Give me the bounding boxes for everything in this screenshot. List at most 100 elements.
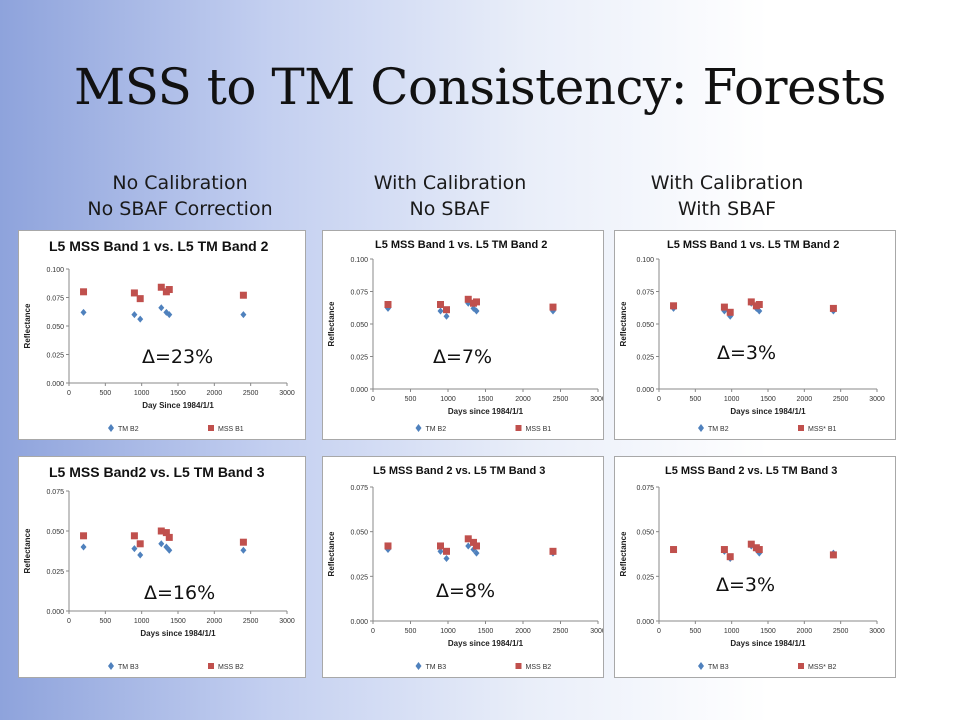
legend-marker-square — [798, 663, 804, 669]
column-header-with-calibration: With Calibration No SBAF — [315, 170, 585, 222]
chart-title: L5 MSS Band 2 vs. L5 TM Band 3 — [373, 465, 545, 477]
x-axis-label: Days since 1984/1/1 — [448, 407, 524, 416]
column-header-line1: With Calibration — [373, 172, 527, 194]
mss-data-point — [130, 532, 138, 540]
tm-data-point — [240, 546, 247, 554]
chart-title: L5 MSS Band 1 vs. L5 TM Band 2 — [49, 238, 269, 254]
x-tick-label: 0 — [67, 390, 71, 397]
y-tick-label: 0.000 — [46, 381, 64, 388]
mss-data-point — [829, 304, 837, 312]
scatter-chart-svg: L5 MSS Band 2 vs. L5 TM Band 3 0.000 0.025… — [619, 465, 885, 671]
legend-marker-diamond — [108, 424, 114, 432]
x-tick-label: 3000 — [590, 396, 603, 403]
y-tick-label: 0.000 — [350, 387, 368, 394]
x-tick-label: 500 — [689, 628, 701, 635]
mss-data-point — [384, 542, 392, 550]
column-header-line2: No SBAF — [409, 198, 491, 220]
x-tick-label: 2500 — [243, 618, 259, 625]
x-tick-label: 3000 — [590, 628, 603, 635]
x-tick-label: 2000 — [515, 396, 531, 403]
x-axis-label: Day Since 1984/1/1 — [142, 401, 214, 410]
mss-data-point — [747, 540, 755, 548]
tm-data-point — [80, 543, 87, 551]
y-tick-label: 0.025 — [46, 569, 64, 576]
x-tick-label: 2000 — [797, 628, 813, 635]
mss-data-point — [755, 301, 763, 308]
x-tick-label: 500 — [99, 618, 111, 625]
y-axis-label: Reflectance — [619, 531, 628, 576]
x-tick-label: 0 — [371, 628, 375, 635]
legend-label: MSS B1 — [218, 426, 244, 433]
chart-title: L5 MSS Band2 vs. L5 TM Band 3 — [49, 464, 265, 480]
mss-data-point — [80, 288, 88, 296]
mss-data-point — [162, 529, 170, 537]
delta-label: Δ=8% — [436, 580, 496, 602]
mss-data-point — [157, 283, 165, 291]
mss-data-point — [165, 533, 173, 541]
legend-marker-diamond — [415, 662, 422, 670]
y-tick-label: 0.025 — [636, 574, 654, 581]
legend-marker-diamond — [698, 424, 704, 432]
y-axis-label: Reflectance — [619, 301, 628, 346]
x-tick-label: 500 — [99, 390, 111, 397]
y-axis-label: Reflectance — [23, 303, 32, 348]
chart-panel-mss1-with-calibration: L5 MSS Band 1 vs. L5 TM Band 2 0.000 0.025… — [322, 230, 604, 440]
scatter-chart-svg: L5 MSS Band 1 vs. L5 TM Band 2 0.000 0.025… — [327, 239, 603, 433]
mss-data-point — [443, 306, 450, 314]
chart-panel-mss1-no-calibration: L5 MSS Band 1 vs. L5 TM Band 2 0.000 0.025… — [18, 230, 306, 440]
y-tick-label: 0.050 — [350, 530, 368, 537]
x-tick-label: 1000 — [724, 628, 740, 635]
y-tick-label: 0.025 — [350, 355, 368, 362]
tm-data-point — [437, 307, 444, 315]
legend-marker-square — [208, 425, 214, 431]
mss-data-point — [464, 535, 472, 543]
legend-label: MSS B2 — [218, 664, 244, 671]
legend-marker-square — [208, 663, 214, 669]
column-header-line1: No Calibration — [112, 172, 248, 194]
column-header-line1: With Calibration — [650, 172, 804, 194]
mss-data-point — [157, 527, 165, 535]
x-tick-label: 1000 — [134, 618, 150, 625]
mss-data-point — [473, 298, 480, 306]
y-tick-label: 0.050 — [46, 324, 64, 331]
x-tick-label: 3000 — [279, 618, 295, 625]
x-tick-label: 500 — [405, 628, 417, 635]
x-tick-label: 0 — [371, 396, 375, 403]
legend-label: TM B2 — [426, 426, 447, 433]
y-tick-label: 0.100 — [46, 267, 64, 274]
x-tick-label: 3000 — [869, 396, 885, 403]
legend-label: TM B3 — [118, 664, 139, 671]
mss-data-point — [437, 542, 444, 550]
slide-title: MSS to TM Consistency: Forests — [74, 58, 886, 116]
tm-data-point — [166, 311, 173, 319]
mss-data-point — [136, 295, 144, 303]
x-axis-label: Days since 1984/1/1 — [448, 639, 524, 648]
tm-data-point — [385, 304, 391, 312]
mss-data-point — [549, 303, 557, 311]
x-tick-label: 0 — [657, 628, 661, 635]
tm-data-point — [385, 546, 391, 554]
tm-data-point — [137, 315, 144, 323]
x-tick-label: 1000 — [134, 390, 150, 397]
x-tick-label: 1000 — [440, 628, 456, 635]
mss-data-point — [464, 295, 472, 303]
mss-data-point — [80, 532, 88, 540]
mss-data-point — [136, 540, 144, 548]
legend-marker-diamond — [108, 662, 114, 670]
y-tick-label: 0.100 — [636, 257, 654, 264]
y-tick-label: 0.025 — [46, 353, 64, 360]
x-tick-label: 2500 — [243, 390, 259, 397]
tm-data-point — [443, 554, 450, 562]
x-tick-label: 2500 — [553, 628, 569, 635]
mss-data-point — [829, 551, 837, 559]
x-tick-label: 1500 — [170, 390, 186, 397]
x-tick-label: 1500 — [478, 396, 494, 403]
legend-label: MSS* B2 — [808, 664, 837, 671]
x-axis-label: Days since 1984/1/1 — [730, 639, 806, 648]
mss-data-point — [130, 289, 138, 297]
y-tick-label: 0.075 — [46, 296, 64, 303]
y-tick-label: 0.000 — [636, 387, 654, 394]
tm-data-point — [158, 304, 165, 312]
legend-label: TM B3 — [708, 664, 729, 671]
legend-marker-square — [798, 425, 804, 431]
